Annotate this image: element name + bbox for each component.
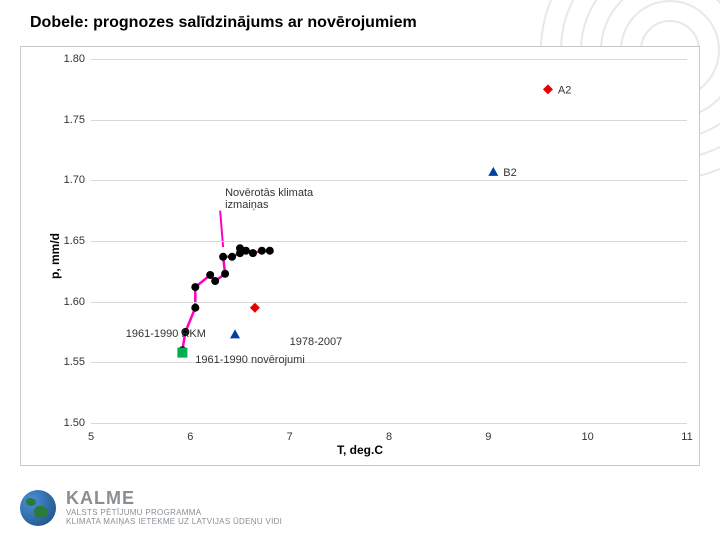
gridline (91, 362, 687, 363)
y-tick-label: 1.70 (51, 174, 85, 186)
footer: KALME VALSTS PĒTĪJUMU PROGRAMMA KLIMATA … (20, 488, 700, 528)
x-tick-label: 11 (681, 431, 692, 443)
y-tick-label: 1.65 (51, 235, 85, 247)
x-tick-label: 10 (582, 431, 594, 443)
plot-area: A2B2 1.501.551.601.651.701.751.805678910… (91, 59, 687, 423)
page-title: Dobele: prognozes salīdzinājums ar novēr… (30, 14, 417, 32)
x-tick-label: 6 (187, 431, 193, 443)
footer-brand: KALME (66, 489, 282, 509)
x-tick-label: 5 (88, 431, 94, 443)
x-tick-label: 9 (485, 431, 491, 443)
footer-text: KALME VALSTS PĒTĪJUMU PROGRAMMA KLIMATA … (66, 489, 282, 526)
gridline (91, 423, 687, 424)
y-tick-label: 1.50 (51, 417, 85, 429)
annotation-obs: 1961-1990 novērojumi (195, 354, 304, 366)
gridline (91, 180, 687, 181)
gridline (91, 120, 687, 121)
y-tick-label: 1.75 (51, 114, 85, 126)
y-tick-label: 1.60 (51, 296, 85, 308)
svg-text:A2: A2 (558, 84, 571, 96)
annotation: Novērotās klimataizmaiņas (225, 187, 313, 211)
gridline (91, 302, 687, 303)
chart-container: p, mm/d T, deg.C A2B2 1.501.551.601.651.… (20, 46, 700, 466)
globe-icon (20, 490, 56, 526)
x-axis-label: T, deg.C (337, 443, 383, 457)
gridline (91, 241, 687, 242)
y-tick-label: 1.55 (51, 356, 85, 368)
x-tick-label: 8 (386, 431, 392, 443)
annotation: 1978-2007 (290, 336, 343, 348)
gridline (91, 59, 687, 60)
footer-sub2: KLIMATA MAIŅAS IETEKME UZ LATVIJAS ŪDEŅU… (66, 518, 282, 527)
y-tick-label: 1.80 (51, 53, 85, 65)
x-tick-label: 7 (287, 431, 293, 443)
svg-text:B2: B2 (503, 167, 516, 179)
annotation: 1961-1990 RKM (126, 328, 206, 340)
